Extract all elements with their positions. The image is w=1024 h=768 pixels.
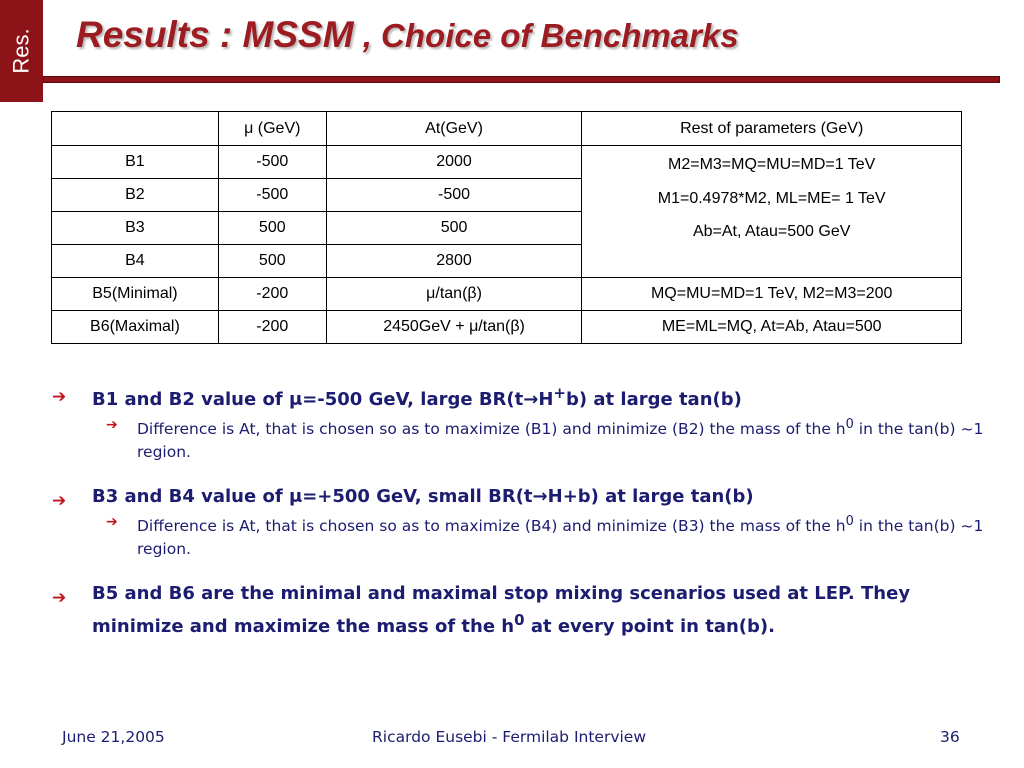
benchmark-name: B1	[51, 145, 219, 179]
at-value: -500	[325, 178, 583, 212]
table-header-row: μ (GeV) At(GeV) Rest of parameters (GeV)	[51, 111, 962, 146]
title-part1: Results : MSSM	[76, 14, 354, 55]
bullet-b5-b6: ➔ B5 and B6 are the minimal and maximal …	[52, 581, 992, 640]
at-value: 500	[325, 211, 583, 245]
decay-arrow-icon: →	[532, 486, 548, 508]
benchmark-name: B3	[51, 211, 219, 245]
arrow-bullet-icon: ➔	[52, 491, 67, 512]
at-value: 2800	[325, 244, 583, 278]
bullet-text: B5 and B6 are the minimal and maximal st…	[92, 583, 911, 638]
benchmark-name: B4	[51, 244, 219, 278]
table-row: B2 -500 -500	[51, 178, 962, 212]
table-row: B5(Minimal) -200 μ/tan(β) MQ=MU=MD=1 TeV…	[51, 277, 962, 311]
rest-params-b1-b4: M2=M3=MQ=MU=MD=1 TeV M1=0.4978*M2, ML=ME…	[581, 145, 962, 278]
table-row: B1 -500 2000 M2=M3=MQ=MU=MD=1 TeV M1=0.4…	[51, 145, 962, 278]
footer-page-number: 36	[940, 728, 960, 746]
table-row: B4 500 2800	[51, 244, 962, 278]
rest-params-b5: MQ=MU=MD=1 TeV, M2=M3=200	[581, 277, 962, 311]
bullet-text: B3 and B4 value of	[92, 486, 289, 508]
mu-value: 500	[217, 244, 327, 278]
mu-value: -200	[217, 310, 327, 344]
mu-symbol: μ	[288, 389, 303, 410]
bullet-text: H+b) at large tan(b)	[547, 486, 754, 508]
title-underline	[43, 76, 1000, 83]
benchmark-name: B2	[51, 178, 219, 212]
footer-date: June 21,2005	[62, 728, 165, 746]
bullet-text: =+500 GeV, small BR(t	[302, 486, 533, 508]
mu-value: 500	[217, 211, 327, 245]
rest-line: Ab=At, Atau=500 GeV	[692, 223, 851, 240]
side-tab	[0, 0, 43, 102]
table-row: B3 500 500	[51, 211, 962, 245]
at-value: 2000	[325, 145, 583, 179]
bullet-b1-b2: ➔ B1 and B2 value of μ=-500 GeV, large B…	[52, 380, 992, 413]
sub-bullet-b1-b2: ➔ Difference is At, that is chosen so as…	[52, 413, 992, 464]
arrow-bullet-icon: ➔	[106, 514, 118, 531]
bullet-text: =-500 GeV, large BR(t	[302, 389, 524, 410]
arrow-bullet-icon: ➔	[106, 417, 118, 433]
bullet-list: ➔ B1 and B2 value of μ=-500 GeV, large B…	[52, 380, 992, 640]
arrow-bullet-icon: ➔	[52, 387, 67, 407]
header-cell-at: At(GeV)	[325, 111, 583, 146]
arrow-bullet-icon: ➔	[52, 588, 67, 609]
bullet-b3-b4: ➔ B3 and B4 value of μ=+500 GeV, small B…	[52, 484, 992, 511]
at-value: 2450GeV + μ/tan(β)	[325, 310, 583, 344]
sub-bullet-text: Difference is At, that is chosen so as t…	[137, 420, 846, 439]
mu-symbol: μ	[288, 486, 303, 508]
benchmark-name: B5(Minimal)	[51, 277, 219, 311]
side-tab-label-wrap: Res.	[0, 0, 43, 102]
sub-bullet-text: Difference is At, that is chosen so as t…	[137, 517, 846, 536]
rest-line: M2=M3=MQ=MU=MD=1 TeV	[668, 156, 876, 173]
footer-presenter: Ricardo Eusebi - Fermilab Interview	[372, 728, 647, 746]
sub-bullet-text: in the tan(b) ~1 region.	[137, 517, 984, 559]
table-row: B6(Maximal) -200 2450GeV + μ/tan(β) ME=M…	[51, 310, 962, 344]
mu-value: -500	[217, 178, 327, 212]
superscript: 0	[514, 611, 525, 630]
superscript: +	[553, 384, 566, 402]
at-value: μ/tan(β)	[325, 277, 583, 311]
header-cell-mu: μ (GeV)	[217, 111, 327, 146]
mu-value: -500	[217, 145, 327, 179]
title-part2: , Choice of Benchmarks	[353, 17, 739, 54]
bullet-text: at every point in tan(b).	[524, 616, 775, 638]
bullet-text: B1 and B2 value of	[92, 389, 289, 410]
bullet-text: H	[538, 389, 554, 410]
header-cell-rest: Rest of parameters (GeV)	[581, 111, 962, 146]
benchmark-table: μ (GeV) At(GeV) Rest of parameters (GeV)…	[51, 111, 962, 344]
superscript: 0	[845, 514, 854, 530]
rest-line: M1=0.4978*M2, ML=ME= 1 TeV	[657, 189, 886, 207]
bullet-text: b) at large tan(b)	[566, 389, 742, 410]
header-cell-empty	[51, 111, 219, 146]
sub-bullet-b3-b4: ➔ Difference is At, that is chosen so as…	[52, 510, 992, 561]
mu-value: -200	[217, 277, 327, 311]
side-tab-label: Res.	[8, 28, 34, 74]
benchmark-name: B6(Maximal)	[51, 310, 219, 344]
sub-bullet-text: in the tan(b) ~1 region.	[137, 420, 984, 462]
decay-arrow-icon: →	[523, 389, 539, 410]
page-title: Results : MSSM , Choice of Benchmarks	[76, 14, 739, 56]
superscript: 0	[845, 417, 854, 432]
rest-params-b6: ME=ML=MQ, At=Ab, Atau=500	[581, 310, 962, 344]
